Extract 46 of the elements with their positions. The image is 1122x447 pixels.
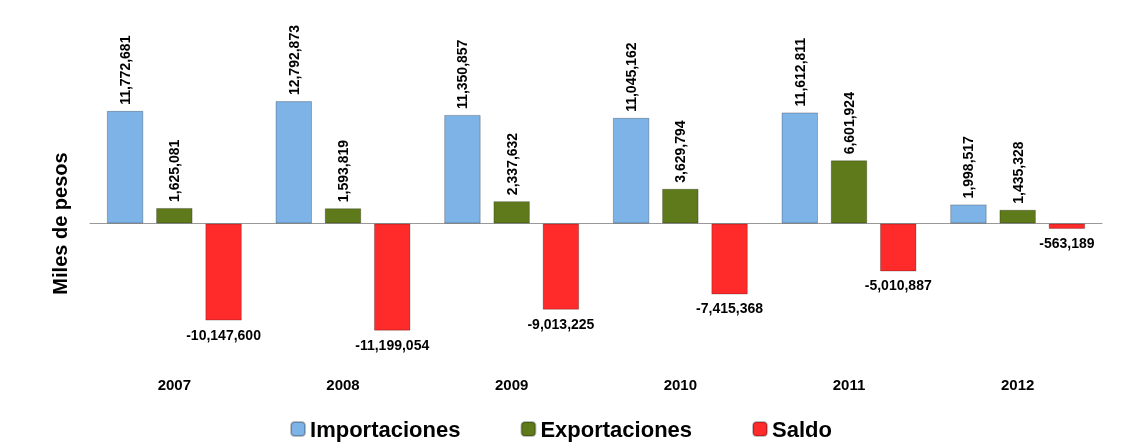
data-label: 11,350,857 (454, 39, 471, 109)
data-label: 12,792,873 (285, 24, 302, 96)
bar (156, 207, 193, 224)
bar (542, 223, 580, 310)
data-label: 2,337,632 (503, 132, 520, 196)
bar (999, 209, 1036, 224)
bar (1048, 223, 1086, 229)
data-label: 1,998,517 (960, 135, 977, 199)
bar (324, 208, 362, 224)
x-tick-label: 2007 (157, 376, 192, 393)
x-tick-label: 2008 (326, 376, 360, 393)
bar (612, 117, 650, 224)
legend-label: Importaciones (310, 416, 461, 442)
data-label: 1,625,081 (166, 139, 183, 202)
bar (205, 223, 242, 321)
bar (275, 101, 312, 224)
data-label: -7,415,368 (696, 300, 764, 317)
data-label: -9,013,225 (527, 315, 595, 332)
bar (374, 223, 411, 331)
x-tick-label: 2011 (832, 376, 866, 393)
bar (830, 160, 868, 224)
x-tick-label: 2012 (1000, 376, 1035, 393)
legend-label: Saldo (772, 416, 832, 442)
data-label: 3,629,794 (672, 120, 689, 183)
data-label: 11,045,162 (623, 42, 640, 112)
bar (880, 223, 917, 272)
data-label: -5,010,887 (864, 277, 932, 294)
y-axis-title: Miles de pesos (49, 152, 71, 295)
bar (950, 204, 987, 224)
data-label: 1,593,819 (335, 139, 351, 203)
x-tick-label: 2010 (663, 376, 698, 393)
data-label: 11,772,681 (117, 35, 134, 105)
legend-label: Exportaciones (540, 416, 693, 442)
data-label: 1,435,328 (1009, 141, 1026, 204)
bar (781, 112, 818, 224)
bar (662, 188, 699, 224)
bar (711, 223, 748, 295)
bar (444, 114, 481, 224)
bar (493, 201, 530, 224)
bar (106, 110, 144, 224)
data-label: 11,612,811 (791, 37, 808, 107)
data-label: -10,147,600 (186, 326, 262, 343)
data-label: -11,199,054 (355, 336, 430, 353)
data-label: 6,601,924 (841, 91, 857, 155)
data-label: -563,189 (1039, 234, 1095, 251)
x-tick-label: 2009 (494, 376, 529, 393)
